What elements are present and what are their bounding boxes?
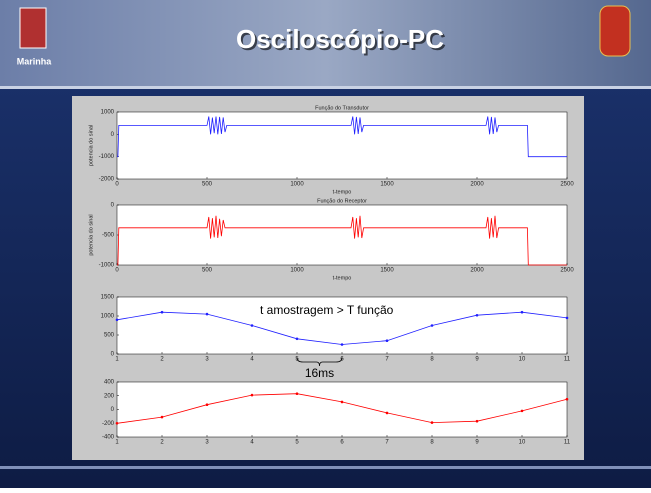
data-point bbox=[341, 343, 344, 346]
y-tick-label: 500 bbox=[104, 333, 115, 339]
logo-text: Marinha bbox=[17, 56, 53, 66]
annotation: t amostragem > T função bbox=[260, 303, 394, 317]
data-point bbox=[431, 421, 434, 424]
x-tick-label: 1000 bbox=[290, 268, 304, 274]
y-tick-label: -2000 bbox=[99, 177, 115, 183]
data-point bbox=[161, 311, 164, 314]
data-point bbox=[476, 420, 479, 423]
x-tick-label: 2000 bbox=[470, 182, 484, 188]
x-tick-label: 10 bbox=[519, 357, 526, 363]
data-point bbox=[116, 319, 119, 322]
x-tick-label: 11 bbox=[564, 357, 571, 363]
slide-title: Osciloscópio-PC bbox=[236, 24, 444, 54]
data-point bbox=[431, 324, 434, 327]
data-point bbox=[521, 311, 524, 314]
y-tick-label: -1000 bbox=[99, 154, 115, 160]
x-tick-label: 2500 bbox=[560, 268, 574, 274]
data-point bbox=[206, 403, 209, 406]
data-point bbox=[161, 416, 164, 419]
footer-rule bbox=[0, 466, 651, 469]
data-point bbox=[341, 401, 344, 404]
x-tick-label: 1000 bbox=[290, 182, 304, 188]
header-rule bbox=[0, 86, 651, 89]
y-tick-label: -500 bbox=[102, 233, 115, 239]
chart-title: Função do Receptor bbox=[317, 198, 367, 204]
data-point bbox=[386, 412, 389, 415]
crest bbox=[600, 6, 630, 56]
data-point bbox=[566, 317, 569, 320]
data-point bbox=[206, 313, 209, 316]
annotation: 16ms bbox=[305, 366, 334, 380]
slide: Marinha Osciloscópio-PC Osciloscópio-PC … bbox=[0, 0, 651, 488]
logo-emblem bbox=[20, 8, 46, 48]
x-tick-label: 1500 bbox=[380, 268, 394, 274]
data-point bbox=[476, 314, 479, 317]
data-point bbox=[251, 324, 254, 327]
axes bbox=[117, 112, 567, 179]
x-axis-label: t-tempo bbox=[333, 275, 352, 281]
data-point bbox=[296, 392, 299, 395]
y-axis-label: potencia do sinal bbox=[88, 214, 94, 255]
y-tick-label: 1000 bbox=[101, 314, 115, 320]
data-point bbox=[566, 398, 569, 401]
axes bbox=[117, 382, 567, 437]
y-tick-label: -400 bbox=[102, 435, 115, 441]
data-point bbox=[116, 422, 119, 425]
y-tick-label: 1000 bbox=[101, 110, 115, 116]
x-axis-label: t-tempo bbox=[333, 189, 352, 195]
x-tick-label: 2500 bbox=[560, 182, 574, 188]
y-tick-label: -1000 bbox=[99, 263, 115, 269]
y-tick-label: 400 bbox=[104, 380, 115, 386]
data-point bbox=[521, 410, 524, 413]
data-point bbox=[251, 394, 254, 397]
data-point bbox=[296, 338, 299, 341]
y-tick-label: -200 bbox=[102, 421, 115, 427]
data-point bbox=[386, 339, 389, 342]
x-tick-label: 1500 bbox=[380, 182, 394, 188]
y-axis-label: potencia do sinal bbox=[88, 125, 94, 166]
x-tick-label: 10 bbox=[519, 440, 526, 446]
chart-title: Função do Transdutor bbox=[315, 105, 369, 111]
y-tick-label: 1500 bbox=[101, 295, 115, 301]
y-tick-label: 200 bbox=[104, 393, 115, 399]
x-tick-label: 500 bbox=[202, 182, 213, 188]
x-tick-label: 2000 bbox=[470, 268, 484, 274]
x-tick-label: 500 bbox=[202, 268, 213, 274]
x-tick-label: 11 bbox=[564, 440, 571, 446]
axes bbox=[117, 205, 567, 265]
